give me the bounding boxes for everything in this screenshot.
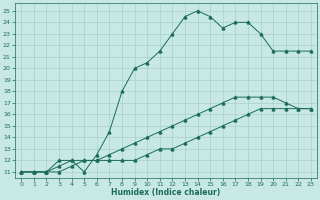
X-axis label: Humidex (Indice chaleur): Humidex (Indice chaleur) [111, 188, 221, 197]
